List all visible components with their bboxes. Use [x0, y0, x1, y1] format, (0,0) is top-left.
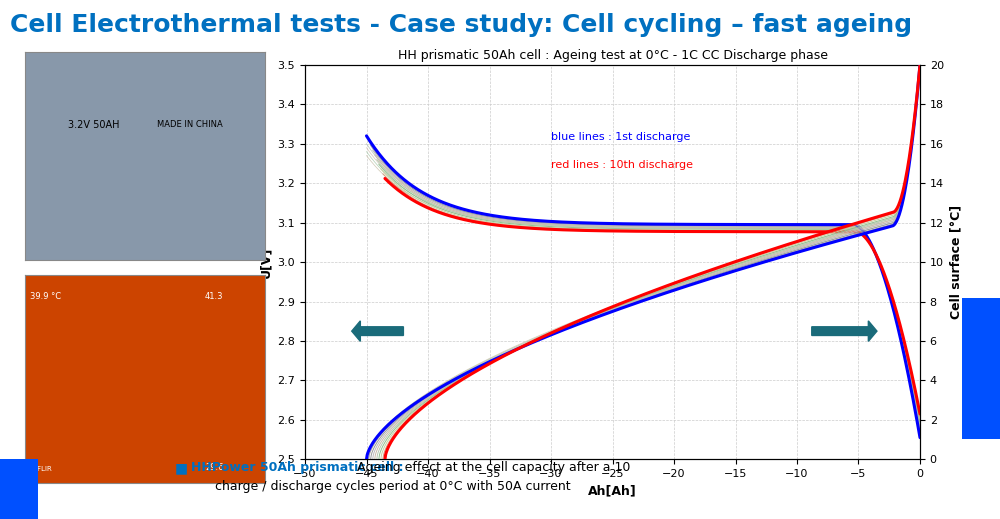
- Text: 29.6: 29.6: [205, 463, 224, 472]
- Y-axis label: U[V]: U[V]: [259, 247, 272, 278]
- Text: red lines : 10th discharge: red lines : 10th discharge: [551, 159, 693, 170]
- X-axis label: Ah[Ah]: Ah[Ah]: [588, 485, 637, 498]
- Text: 3.2V 50AH: 3.2V 50AH: [68, 119, 120, 130]
- Text: 41.3: 41.3: [205, 292, 224, 301]
- Text: HHPower 50Ah prismatic cell :: HHPower 50Ah prismatic cell :: [191, 461, 404, 474]
- Y-axis label: Cell surface [°C]: Cell surface [°C]: [949, 205, 962, 319]
- Text: MADE IN CHINA: MADE IN CHINA: [157, 120, 223, 129]
- Text: charge / discharge cycles period at 0°C with 50A current: charge / discharge cycles period at 0°C …: [215, 480, 571, 493]
- Text: Ageing effect at the cell capacity after a 10: Ageing effect at the cell capacity after…: [353, 461, 630, 474]
- FancyArrow shape: [352, 321, 403, 342]
- Title: HH prismatic 50Ah cell : Ageing test at 0°C - 1C CC Discharge phase: HH prismatic 50Ah cell : Ageing test at …: [398, 49, 828, 62]
- Text: blue lines : 1st discharge: blue lines : 1st discharge: [551, 132, 690, 142]
- Text: 39.9 °C: 39.9 °C: [30, 292, 61, 301]
- Text: ■: ■: [175, 461, 188, 475]
- Text: Cell Electrothermal tests - Case study: Cell cycling – fast ageing: Cell Electrothermal tests - Case study: …: [10, 13, 912, 37]
- FancyArrow shape: [812, 321, 877, 342]
- Text: ©FLIR: ©FLIR: [30, 466, 52, 472]
